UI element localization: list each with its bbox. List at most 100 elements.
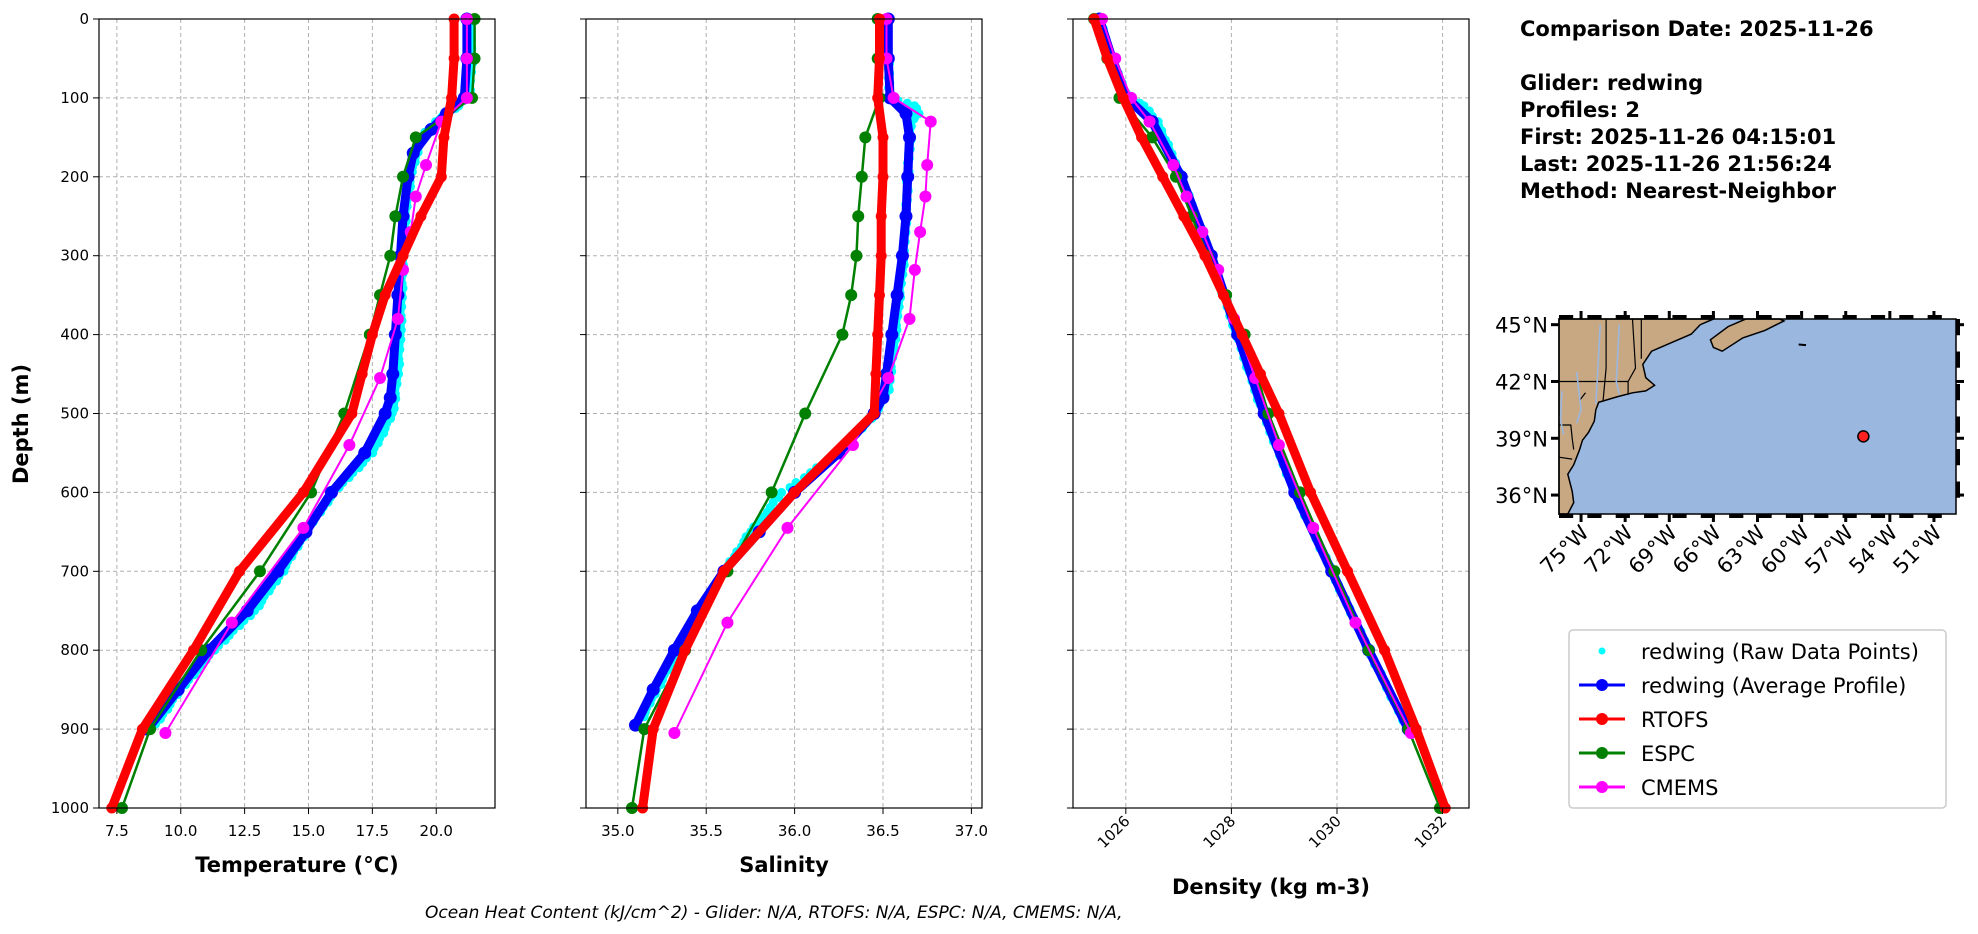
border-tick (1899, 514, 1914, 518)
rtofs-marker (415, 210, 427, 222)
lon-tick-label: 63°W (1712, 520, 1770, 578)
cmems-marker (914, 226, 927, 239)
y-tick-label: 400 (60, 326, 89, 344)
rtofs-marker (875, 250, 887, 262)
state-border (1558, 456, 1573, 460)
y-tick-label: 1000 (51, 799, 89, 817)
y-tick-label: 0 (79, 10, 89, 28)
x-axis-label: Salinity (739, 853, 829, 877)
panel-3: 1026 1028 1030 1032 Density (kg m-3) (1067, 12, 1470, 899)
border-tick (1559, 514, 1574, 518)
border-tick (1870, 315, 1886, 319)
legend-label: ESPC (1641, 742, 1695, 766)
rtofs-marker (873, 289, 885, 301)
info-text: Comparison Date: 2025-11-26 Glider: redwi… (1520, 17, 1874, 203)
x-tick-label: 12.5 (228, 822, 261, 840)
average-marker (383, 391, 397, 405)
x-tick-label: 36.0 (778, 822, 811, 840)
border-tick (1956, 384, 1960, 401)
average-line (143, 14, 472, 734)
info-line: Profiles: 2 (1520, 98, 1640, 122)
espc-marker (799, 407, 812, 420)
series-cmems (668, 13, 937, 740)
border-tick (1700, 514, 1715, 518)
lat-tick-label: 42°N (1495, 370, 1548, 394)
nova-scotia (1709, 318, 1786, 353)
legend-swatch (1598, 647, 1606, 655)
espc-marker (1146, 131, 1159, 144)
cmems-line (673, 18, 932, 734)
rtofs-marker (188, 644, 200, 656)
river (1575, 371, 1582, 424)
state-border (1627, 318, 1637, 395)
average-marker (271, 564, 285, 578)
legend-label: redwing (Average Profile) (1641, 674, 1906, 698)
river (1615, 324, 1621, 395)
y-tick-label: 200 (60, 168, 89, 186)
sable-island (1798, 343, 1807, 347)
rtofs-marker (1136, 131, 1148, 143)
rtofs-marker (1254, 368, 1266, 380)
espc-marker (836, 328, 849, 341)
rtofs-marker (870, 368, 882, 380)
rtofs-marker (1199, 250, 1211, 262)
rtofs-marker (1101, 52, 1113, 64)
average-marker (424, 122, 438, 136)
x-tick-label: 10.0 (164, 822, 197, 840)
series-rtofs (637, 13, 889, 814)
rtofs-line (638, 14, 888, 813)
cmems-marker (420, 158, 433, 171)
lon-tick-label: 51°W (1888, 520, 1946, 578)
border-tick (1757, 315, 1772, 319)
cmems-marker (225, 616, 238, 629)
cmems-marker (1167, 158, 1180, 171)
info-line: Method: Nearest-Neighbor (1520, 179, 1837, 203)
cmems-marker (159, 727, 172, 740)
rtofs-marker (877, 171, 889, 183)
average-marker (240, 604, 254, 618)
lon-tick-label: 60°W (1756, 520, 1814, 578)
x-axis-label: Temperature (°C) (195, 853, 398, 877)
cmems-marker (391, 312, 404, 325)
average-marker (386, 367, 400, 381)
river (1595, 324, 1601, 405)
average-marker (901, 170, 915, 184)
espc-marker (389, 210, 402, 223)
lon-tick-label: 57°W (1800, 520, 1858, 578)
x-tick-label: 15.0 (292, 822, 325, 840)
info-line: First: 2025-11-26 04:15:01 (1520, 125, 1836, 149)
espc-marker (855, 170, 868, 183)
border-tick (1870, 514, 1886, 518)
x-tick-label: 35.0 (601, 822, 634, 840)
info-line: Glider: redwing (1520, 71, 1703, 95)
cmems-marker (1349, 616, 1362, 629)
legend-swatch-marker (1596, 679, 1608, 691)
x-tick-label: 20.0 (420, 822, 453, 840)
lon-tick-label: 54°W (1844, 520, 1902, 578)
lat-tick-label: 45°N (1495, 314, 1548, 338)
average-marker (890, 288, 904, 302)
average-marker (667, 643, 681, 657)
info-line: Comparison Date: 2025-11-26 (1520, 17, 1874, 41)
cmems-marker (1143, 115, 1156, 128)
espc-marker (765, 486, 778, 499)
rtofs-marker (875, 210, 887, 222)
cmems-marker (460, 91, 473, 104)
border-tick (1899, 315, 1914, 319)
state-border (1559, 424, 1575, 450)
x-tick-label: 37.0 (955, 822, 988, 840)
legend-label: RTOFS (1641, 708, 1708, 732)
cmems-marker (1272, 439, 1285, 452)
average-marker (899, 209, 913, 223)
border-tick (1785, 514, 1801, 518)
river (1559, 390, 1565, 435)
rtofs-marker (1342, 565, 1354, 577)
location-map: 45°N 42°N 39°N 36°N 75°W72°W69°W66°W63°W60°W… (1495, 311, 1964, 579)
rtofs-marker (448, 52, 460, 64)
rtofs-marker (877, 131, 889, 143)
border-tick (1615, 514, 1630, 518)
rtofs-marker (872, 329, 884, 341)
lon-tick-label: 66°W (1668, 520, 1726, 578)
x-tick-label: 36.5 (866, 822, 899, 840)
